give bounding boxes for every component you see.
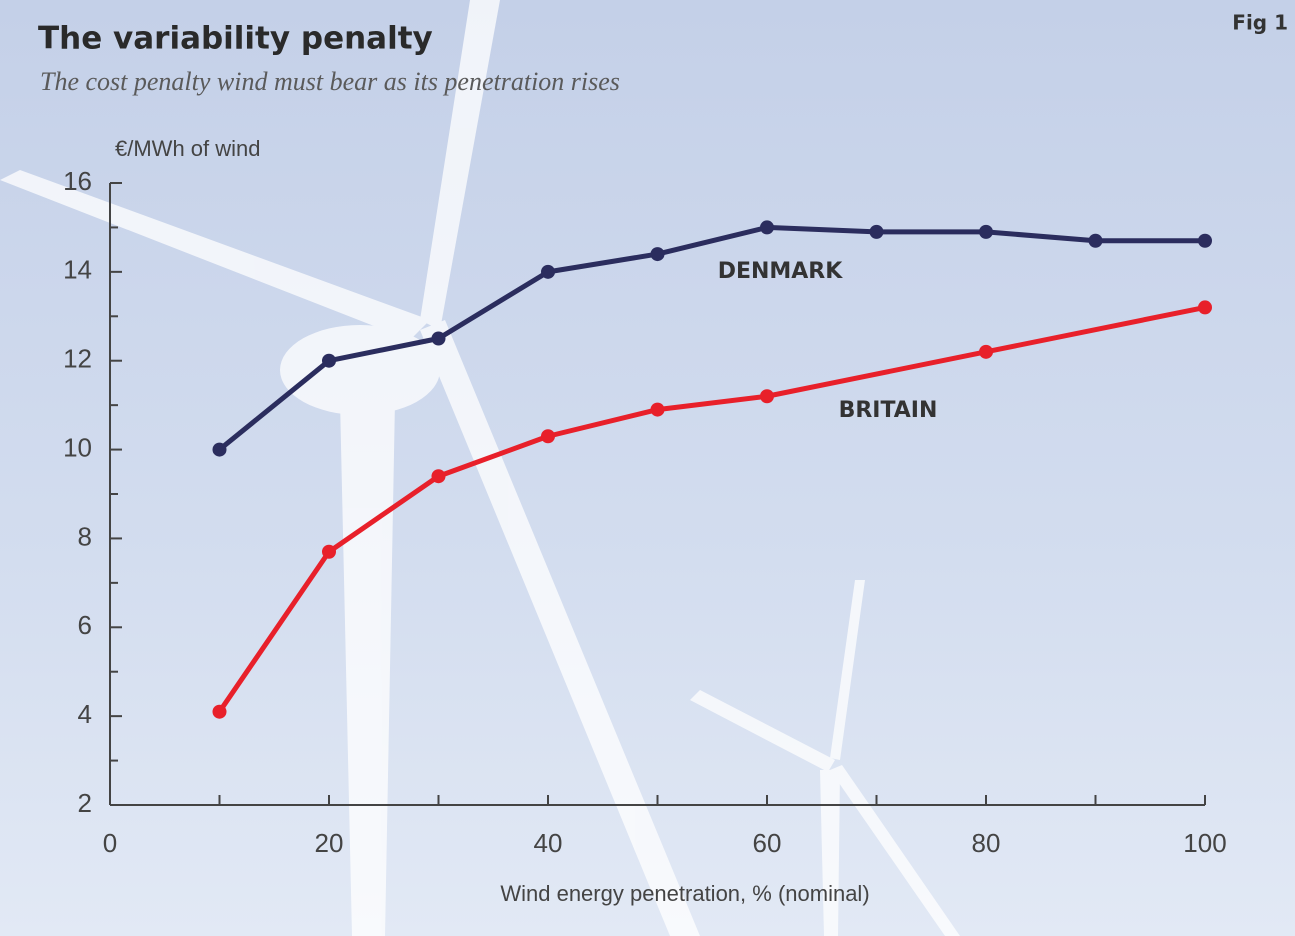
- page: The variability penalty The cost penalty…: [0, 0, 1295, 936]
- data-point: [541, 429, 555, 443]
- data-point: [979, 345, 993, 359]
- x-tick-label: 80: [972, 828, 1001, 858]
- y-tick-label: 4: [78, 699, 92, 729]
- data-point: [870, 225, 884, 239]
- x-tick-label: 20: [315, 828, 344, 858]
- data-point: [213, 705, 227, 719]
- data-point: [432, 469, 446, 483]
- data-point: [651, 403, 665, 417]
- data-point: [760, 389, 774, 403]
- data-point: [322, 545, 336, 559]
- y-tick-label: 16: [63, 166, 92, 196]
- x-tick-label: 0: [103, 828, 117, 858]
- y-tick-label: 2: [78, 788, 92, 818]
- data-point: [1198, 234, 1212, 248]
- y-axis-label: €/MWh of wind: [115, 136, 261, 161]
- x-tick-label: 60: [753, 828, 782, 858]
- data-point: [760, 220, 774, 234]
- y-tick-label: 10: [63, 432, 92, 462]
- figure-label: Fig 1: [1232, 11, 1288, 35]
- series-label: BRITAIN: [839, 398, 938, 423]
- y-tick-label: 12: [63, 344, 92, 374]
- chart-subtitle: The cost penalty wind must bear as its p…: [40, 67, 620, 96]
- series-label: DENMARK: [718, 259, 844, 284]
- data-point: [1089, 234, 1103, 248]
- data-point: [1198, 300, 1212, 314]
- data-point: [213, 443, 227, 457]
- data-point: [432, 332, 446, 346]
- y-tick-label: 8: [78, 521, 92, 551]
- y-tick-label: 14: [63, 255, 92, 285]
- data-point: [651, 247, 665, 261]
- x-tick-label: 100: [1183, 828, 1226, 858]
- data-point: [541, 265, 555, 279]
- x-axis-label: Wind energy penetration, % (nominal): [500, 881, 869, 906]
- data-point: [979, 225, 993, 239]
- x-tick-label: 40: [534, 828, 563, 858]
- data-point: [322, 354, 336, 368]
- chart-title: The variability penalty: [38, 21, 433, 57]
- chart: The variability penalty The cost penalty…: [0, 0, 1295, 936]
- y-tick-label: 6: [78, 610, 92, 640]
